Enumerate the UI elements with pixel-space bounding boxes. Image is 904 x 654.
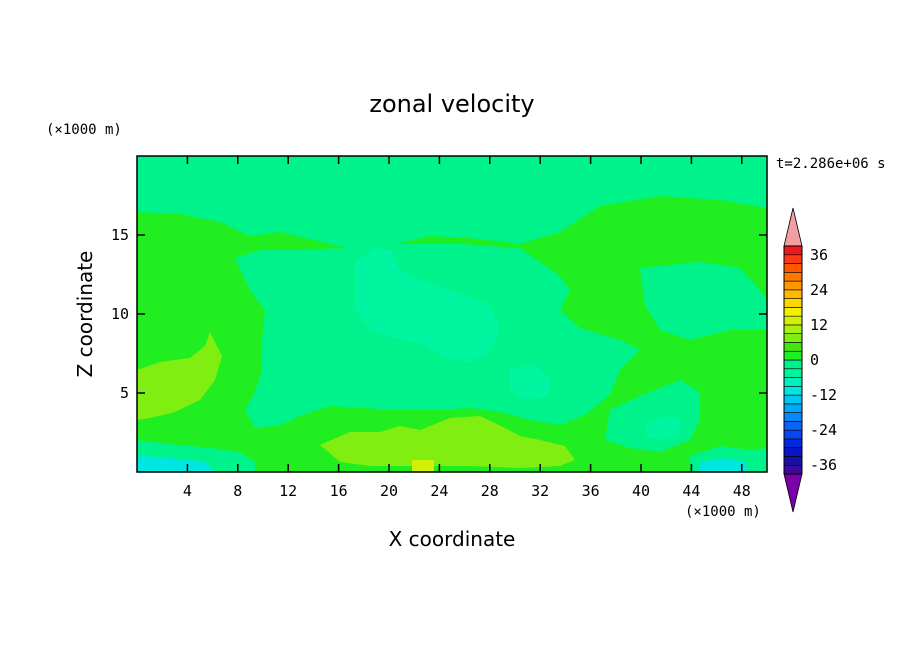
x-tick-label: 32: [531, 482, 549, 500]
x-tick-label: 36: [582, 482, 600, 500]
colorbar-bin: [783, 245, 803, 256]
colorbar-bin: [783, 421, 803, 431]
colorbar-tick-label: -12: [810, 386, 837, 404]
colorbar-tick-label: -24: [810, 421, 837, 439]
x-tick-label: 20: [380, 482, 398, 500]
colorbar-bin: [783, 394, 803, 405]
region-small-negative: [510, 364, 550, 400]
x-tick-label: 12: [279, 482, 297, 500]
y-axis-ticks: 5 10 15: [111, 226, 767, 402]
y-tick-label: 10: [111, 305, 129, 323]
x-tick-label: 44: [682, 482, 700, 500]
region-surface-negative-right: [700, 458, 748, 472]
region-bottom-yellow: [412, 460, 434, 472]
x-tick-label: 8: [233, 482, 242, 500]
colorbar-bin: [783, 350, 803, 361]
y-axis-label: Z coordinate: [73, 251, 97, 378]
colorbar-tick-label: 12: [810, 316, 828, 334]
colorbar-bin: [783, 254, 803, 264]
region-lower-left-positive: [137, 332, 222, 420]
colorbar-tick-label: 0: [810, 351, 819, 369]
colorbar-frame: [783, 245, 803, 475]
y-axis-unit: (×1000 m): [46, 122, 122, 138]
region-right-lobe: [640, 262, 767, 340]
region-bottom-positive: [320, 416, 575, 468]
colorbar-bin: [783, 429, 803, 440]
x-tick-label: 28: [481, 482, 499, 500]
colorbar-bin: [783, 412, 803, 422]
time-label: t=2.286e+06 s: [776, 156, 886, 172]
colorbar-bin: [783, 456, 803, 466]
colorbar-bin: [783, 464, 803, 475]
colorbar-bin: [783, 447, 803, 457]
colorbar-bin: [783, 280, 803, 291]
colorbar-extend-max: [783, 207, 803, 247]
colorbar-bin: [783, 315, 803, 326]
region-upper-band: [137, 156, 767, 250]
colorbar-bin: [783, 342, 803, 352]
colorbar-bin: [783, 403, 803, 413]
colorbar-bin: [783, 263, 803, 273]
colorbar-extend-min: [783, 473, 803, 513]
x-tick-label: 48: [733, 482, 751, 500]
y-tick-label: 5: [120, 384, 129, 402]
colorbar-bin: [783, 368, 803, 378]
colorbar-bin: [783, 272, 803, 282]
colorbar-tick-label: 36: [810, 246, 828, 264]
colorbar-bin: [783, 333, 803, 343]
x-tick-label: 40: [632, 482, 650, 500]
x-axis-unit: (×1000 m): [685, 504, 761, 520]
colorbar-bin: [783, 324, 803, 334]
colorbar-bin: [783, 307, 803, 317]
x-axis-ticks: 4 8 12 16 20 24 28 32 36 40 44 48: [183, 156, 751, 500]
colorbar-bin: [783, 377, 803, 387]
y-tick-label: 15: [111, 226, 129, 244]
region-surface-negative-left: [137, 456, 215, 472]
colorbar-bin: [783, 289, 803, 299]
region-lower-right-core: [645, 416, 682, 440]
x-tick-label: 16: [330, 482, 348, 500]
colorbar: 36 24 12 0 -12 -24 -36: [783, 207, 837, 513]
colorbar-bin: [783, 298, 803, 308]
colorbar-bin: [783, 386, 803, 396]
x-tick-label: 4: [183, 482, 192, 500]
x-tick-label: 24: [430, 482, 448, 500]
colorbar-bin: [783, 438, 803, 448]
region-core-negative: [355, 248, 500, 362]
colorbar-bin: [783, 359, 803, 370]
chart-title: zonal velocity: [369, 90, 534, 118]
colorbar-tick-label: -36: [810, 456, 837, 474]
colorbar-tick-label: 24: [810, 281, 828, 299]
x-axis-label: X coordinate: [389, 527, 516, 551]
field-plot: [137, 156, 767, 472]
